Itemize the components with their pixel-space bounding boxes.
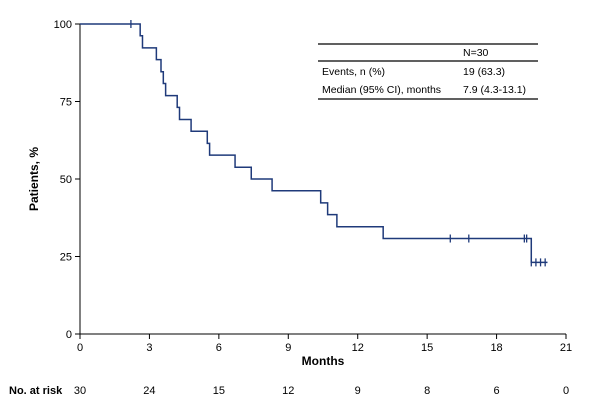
y-tick-label: 75 xyxy=(60,97,72,109)
survival-curve xyxy=(80,23,548,264)
x-tick-label: 3 xyxy=(146,342,152,354)
at-risk-value: 0 xyxy=(563,385,569,397)
legend-header: N=30 xyxy=(463,47,489,59)
x-axis-title: Months xyxy=(302,354,345,368)
at-risk-values: 30 24 15 12 9 8 6 0 xyxy=(74,385,569,397)
x-tick-label: 18 xyxy=(490,342,502,354)
at-risk-value: 30 xyxy=(74,385,86,397)
y-axis-ticks: 0 25 50 75 100 xyxy=(54,19,80,341)
at-risk-value: 8 xyxy=(424,385,430,397)
x-tick-label: 0 xyxy=(77,342,83,354)
x-tick-label: 6 xyxy=(216,342,222,354)
at-risk-value: 24 xyxy=(143,385,155,397)
y-axis-title: Patients, % xyxy=(27,147,41,211)
legend-row-label-events: Events, n (%) xyxy=(322,66,385,78)
legend-table: N=30 Events, n (%) 19 (63.3) Median (95%… xyxy=(318,43,538,100)
at-risk-title: No. at risk xyxy=(9,385,63,397)
x-tick-label: 21 xyxy=(560,342,572,354)
legend-row-value-events: 19 (63.3) xyxy=(463,66,505,78)
y-tick-label: 50 xyxy=(60,174,72,186)
legend-row-value-median: 7.9 (4.3-13.1) xyxy=(463,84,526,96)
legend-row-label-median: Median (95% CI), months xyxy=(322,84,441,96)
y-tick-label: 100 xyxy=(54,19,72,31)
at-risk-value: 15 xyxy=(213,385,225,397)
y-tick-label: 0 xyxy=(66,329,72,341)
x-tick-label: 15 xyxy=(421,342,433,354)
x-axis-ticks: 0 3 6 9 12 15 18 21 xyxy=(77,334,572,354)
x-tick-label: 9 xyxy=(285,342,291,354)
at-risk-value: 6 xyxy=(494,385,500,397)
at-risk-value: 12 xyxy=(282,385,294,397)
censor-marks xyxy=(130,20,546,267)
at-risk-value: 9 xyxy=(355,385,361,397)
x-tick-label: 12 xyxy=(352,342,364,354)
y-tick-label: 25 xyxy=(60,252,72,264)
